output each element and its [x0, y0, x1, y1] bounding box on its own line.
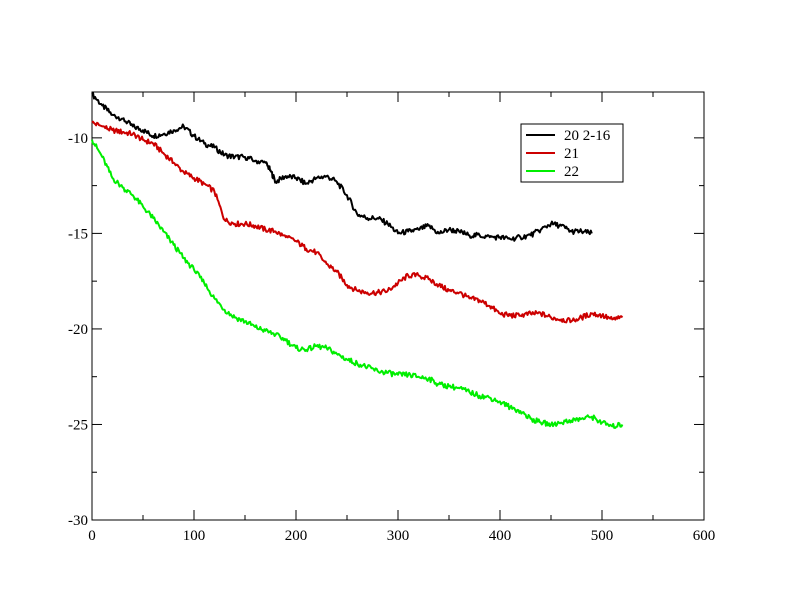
series-lines: [91, 91, 624, 429]
series-line-1: [91, 91, 593, 242]
x-tick-label: 100: [183, 528, 206, 544]
x-tick-label: 400: [489, 528, 512, 544]
x-tick-label: 200: [285, 528, 308, 544]
legend-label-3: 22: [564, 164, 579, 180]
y-tick-label: -15: [68, 226, 88, 242]
y-tick-label: -30: [68, 513, 88, 529]
x-tick-label: 300: [387, 528, 410, 544]
series-line-2: [91, 120, 624, 324]
legend-label-1: 20 2-16: [564, 128, 611, 144]
x-tick-label: 500: [591, 528, 614, 544]
y-tick-label: -20: [68, 322, 88, 338]
axis-ticks: [91, 92, 705, 521]
x-tick-label: 0: [88, 528, 96, 544]
series-line-3: [91, 139, 624, 429]
x-tick-label: 600: [693, 528, 716, 544]
legend-label-2: 21: [564, 146, 579, 162]
y-tick-label: -10: [68, 131, 88, 147]
y-tick-label: -25: [68, 417, 88, 433]
axis-tick-labels: 0 100 200 300 400 500 600 -30 -25 -20 -15 -10: [68, 131, 715, 544]
legend: 20 2-16 21 22: [520, 123, 624, 183]
